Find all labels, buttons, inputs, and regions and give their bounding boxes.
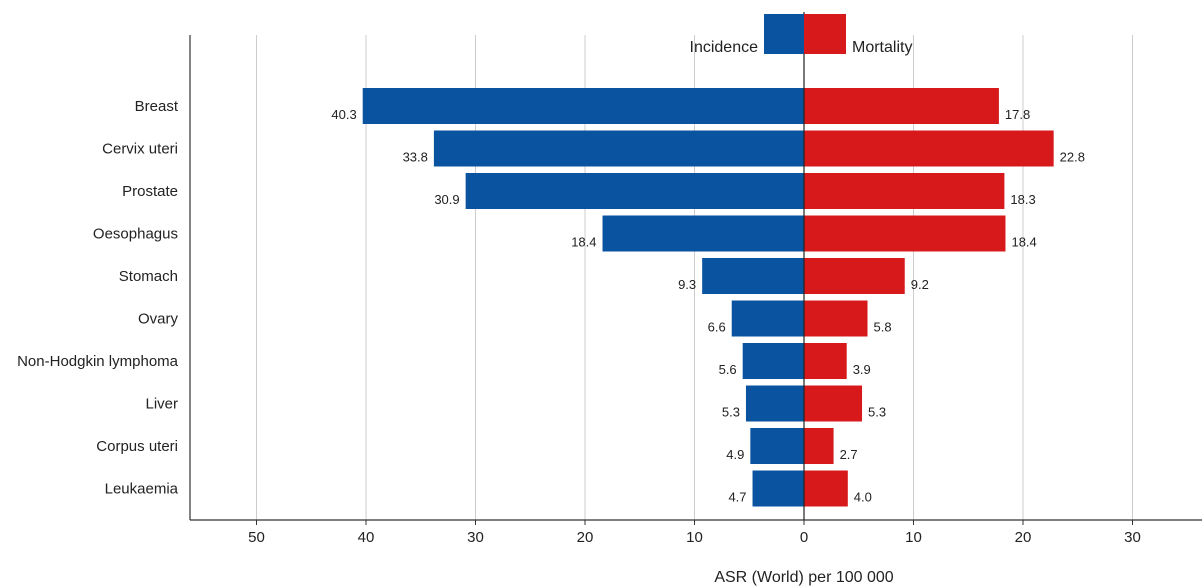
incidence-value-label: 6.6 bbox=[708, 320, 726, 335]
incidence-bar bbox=[752, 470, 804, 507]
mortality-bar bbox=[804, 173, 1005, 209]
category-label: Stomach bbox=[119, 268, 178, 285]
category-label: Prostate bbox=[122, 183, 178, 200]
incidence-value-label: 5.3 bbox=[722, 405, 740, 420]
mortality-value-label: 5.3 bbox=[868, 405, 886, 420]
x-tick-label: 30 bbox=[1124, 529, 1141, 546]
category-label: Corpus uteri bbox=[96, 438, 178, 455]
incidence-bar bbox=[465, 173, 804, 209]
x-tick-label: 10 bbox=[686, 529, 703, 546]
bars bbox=[362, 88, 1054, 507]
incidence-bar bbox=[602, 215, 804, 252]
incidence-value-label: 30.9 bbox=[434, 192, 459, 207]
x-tick-label: 20 bbox=[1015, 529, 1032, 546]
incidence-bar bbox=[433, 130, 804, 167]
incidence-value-label: 9.3 bbox=[678, 277, 696, 292]
incidence-bar bbox=[702, 258, 804, 294]
incidence-bar bbox=[742, 343, 804, 379]
category-label: Liver bbox=[145, 396, 178, 413]
mortality-value-label: 5.8 bbox=[874, 320, 892, 335]
x-tick-label: 50 bbox=[248, 529, 265, 546]
x-tick-label: 10 bbox=[905, 529, 922, 546]
axes: 50 40 30 20 10 0 10 20 30 ASR (World) per 100 000 bbox=[189, 12, 1202, 586]
incidence-bar bbox=[362, 88, 804, 124]
mortality-bar bbox=[804, 385, 863, 422]
mortality-value-label: 2.7 bbox=[840, 447, 858, 462]
mortality-bar bbox=[804, 258, 905, 294]
mortality-value-label: 22.8 bbox=[1060, 150, 1085, 165]
mortality-bar bbox=[804, 428, 834, 464]
incidence-bar bbox=[731, 300, 804, 337]
mortality-bar bbox=[804, 300, 868, 337]
legend-swatch-incidence bbox=[764, 14, 804, 54]
labels: Breast 40.3 17.8 Cervix uteri 33.8 22.8 Prosta… bbox=[17, 98, 1085, 505]
legend-label-incidence: Incidence bbox=[690, 39, 759, 56]
legend-swatch-mortality bbox=[804, 14, 846, 54]
incidence-value-label: 5.6 bbox=[719, 362, 737, 377]
mortality-value-label: 18.3 bbox=[1010, 192, 1035, 207]
incidence-value-label: 40.3 bbox=[331, 107, 356, 122]
incidence-value-label: 18.4 bbox=[571, 235, 596, 250]
category-label: Breast bbox=[135, 98, 179, 115]
category-label: Non-Hodgkin lymphoma bbox=[17, 353, 179, 370]
mortality-value-label: 18.4 bbox=[1011, 235, 1036, 250]
mortality-value-label: 17.8 bbox=[1005, 107, 1030, 122]
incidence-value-label: 4.7 bbox=[728, 490, 746, 505]
x-tick-label: 20 bbox=[577, 529, 594, 546]
category-label: Cervix uteri bbox=[102, 141, 178, 158]
mortality-value-label: 9.2 bbox=[911, 277, 929, 292]
x-axis-title: ASR (World) per 100 000 bbox=[714, 569, 893, 586]
x-tick-label: 30 bbox=[467, 529, 484, 546]
legend: Incidence Mortality bbox=[690, 14, 912, 56]
x-tick-label: 0 bbox=[800, 529, 808, 546]
incidence-value-label: 33.8 bbox=[403, 150, 428, 165]
incidence-bar bbox=[750, 428, 804, 464]
mortality-bar bbox=[804, 343, 847, 379]
category-label: Oesophagus bbox=[93, 226, 178, 243]
mortality-bar bbox=[804, 130, 1054, 167]
mortality-bar bbox=[804, 470, 848, 507]
incidence-value-label: 4.9 bbox=[726, 447, 744, 462]
legend-label-mortality: Mortality bbox=[852, 39, 912, 56]
category-label: Ovary bbox=[138, 311, 179, 328]
x-tick-label: 40 bbox=[358, 529, 375, 546]
incidence-bar bbox=[745, 385, 804, 422]
mortality-bar bbox=[804, 215, 1006, 252]
mortality-value-label: 4.0 bbox=[854, 490, 872, 505]
category-label: Leukaemia bbox=[105, 481, 179, 498]
mortality-bar bbox=[804, 88, 999, 124]
mortality-value-label: 3.9 bbox=[853, 362, 871, 377]
